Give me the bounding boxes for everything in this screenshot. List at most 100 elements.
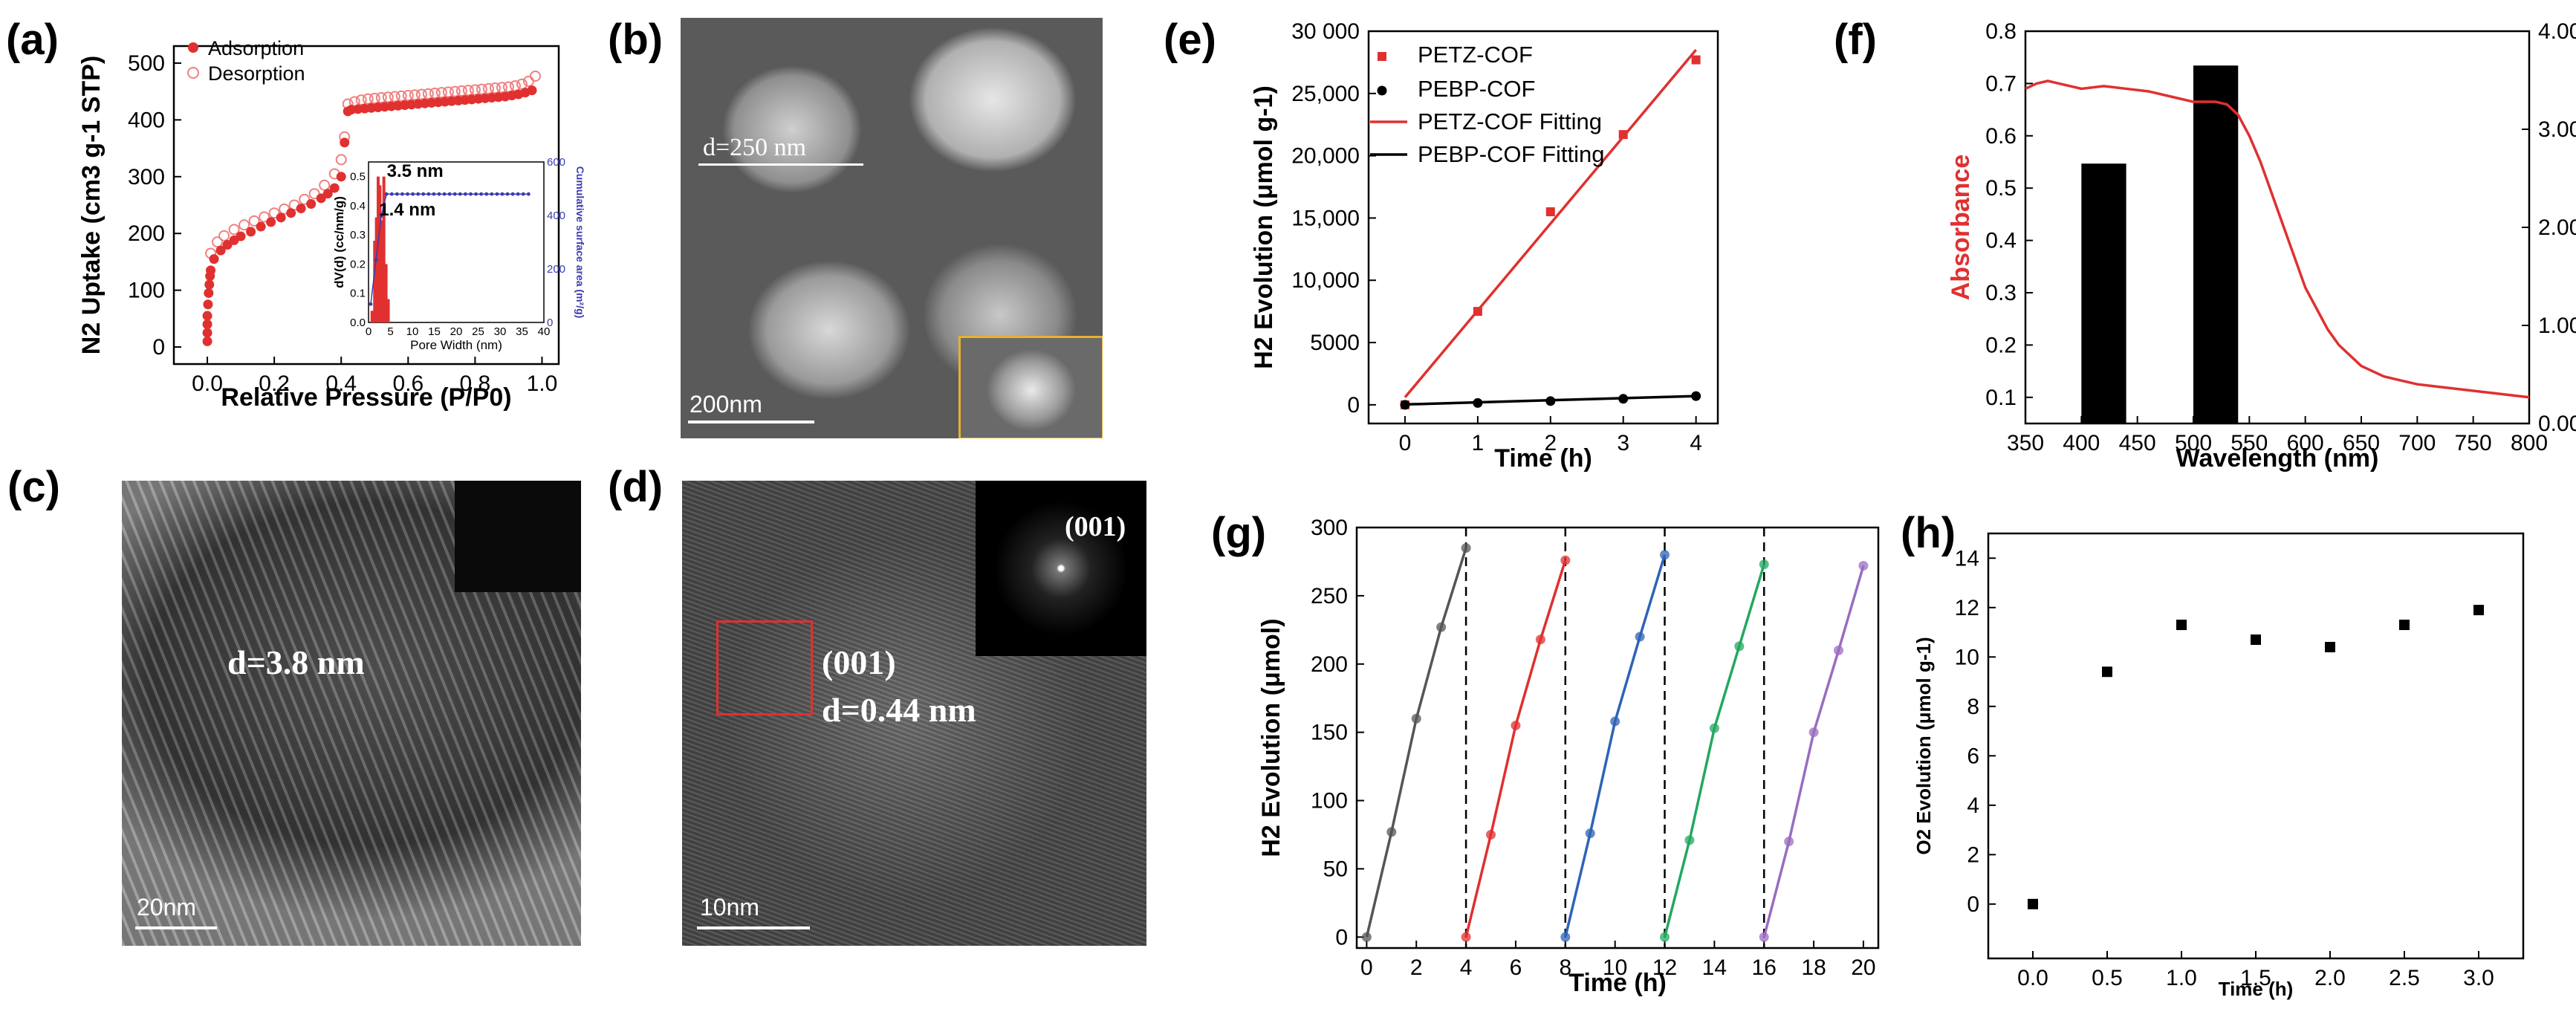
adsorption-point <box>256 221 266 232</box>
y-tick-label-a: 100 <box>128 279 165 303</box>
y-tick-label-e: 30 000 <box>1291 19 1360 44</box>
cycle-point <box>1361 932 1372 942</box>
y-axis-title-e: H2 Evolution (μmol g-1) <box>1250 85 1278 369</box>
x-tick-label-g: 0 <box>1360 955 1373 980</box>
y-tick-label-e: 5000 <box>1310 331 1360 355</box>
pebp-point <box>1691 391 1701 401</box>
y-tick-label-h: 10 <box>1955 645 1979 669</box>
y-axis-title-a: N2 Uptake (cm3 g-1 STP) <box>77 56 106 354</box>
panel-label-e: (e) <box>1164 16 1216 64</box>
desorption-point <box>362 93 374 105</box>
inset-y-tick-label: 0.0 <box>350 317 366 329</box>
y-tick-label-f: 0.1 <box>1985 386 2017 410</box>
x-tick-label-f: 400 <box>2063 431 2100 455</box>
o2-point <box>2102 666 2112 678</box>
y2-tick-label-f: 1.00 <box>2538 314 2576 338</box>
desorption-point <box>268 207 280 219</box>
legend-label-pebp-fit: PEBP-COF Fitting <box>1418 141 1605 167</box>
cycle-line <box>1464 559 1567 938</box>
inset-y-tick-label: 0.5 <box>350 171 366 184</box>
x-tick-label-h: 0.0 <box>2017 966 2048 990</box>
y-axis-title-g: H2 Evolution (μmol) <box>1257 618 1285 857</box>
x-axis-title-e: Time (h) <box>1494 444 1592 473</box>
x-tick-label-g: 14 <box>1702 955 1727 980</box>
y2-tick-label-f: 0.00 <box>2538 412 2576 436</box>
x-tick-label-g: 16 <box>1752 955 1777 980</box>
desorption-point <box>462 85 474 97</box>
inset-x-tick-label: 40 <box>538 325 551 338</box>
adsorption-point <box>202 319 212 329</box>
desorption-point <box>389 91 400 103</box>
y-tick-label-g: 300 <box>1311 516 1348 540</box>
y-tick-label-e: 0 <box>1347 393 1360 418</box>
desorption-point <box>355 94 367 106</box>
cycle-point <box>1585 828 1595 839</box>
inset-y2-tick-label: 0 <box>547 317 553 329</box>
cycle-point <box>1560 932 1571 942</box>
tem-d-plane: (001) <box>822 643 896 681</box>
x-tick-label-a: 0.2 <box>259 371 290 396</box>
y-tick-label-h: 4 <box>1967 793 1979 818</box>
adsorption-point <box>306 198 317 209</box>
adsorption-point <box>204 279 215 290</box>
x-tick-label-h: 3.0 <box>2463 966 2494 990</box>
x-tick-label-f: 350 <box>2007 431 2044 455</box>
cycle-point <box>1684 835 1695 845</box>
x-tick-label-a: 1.0 <box>527 371 558 396</box>
inset-peak-label: 3.5 nm <box>387 161 444 181</box>
tem-d-scale-label: 10nm <box>700 894 760 921</box>
petz-point <box>1691 55 1701 65</box>
petz-point <box>1545 207 1555 217</box>
x-tick-label-e: 3 <box>1617 431 1629 455</box>
adsorption-point <box>527 85 537 96</box>
cycle-point <box>1411 713 1421 724</box>
y2-tick-label-f: 2.00 <box>2538 215 2576 240</box>
y-tick-label-a: 0 <box>152 335 165 360</box>
x-tick-label-e: 2 <box>1544 431 1557 455</box>
desorption-point <box>455 85 467 97</box>
y-tick-label-g: 50 <box>1323 857 1348 881</box>
desorption-point <box>435 87 447 99</box>
y-tick-label-f: 0.7 <box>1985 71 2017 96</box>
pebp-point <box>1618 394 1629 404</box>
y-tick-label-f: 0.2 <box>1985 333 2017 357</box>
y-tick-label-f: 0.5 <box>1985 176 2017 201</box>
cycle-point <box>1759 559 1769 570</box>
pore-distribution-bar <box>373 241 377 322</box>
desorption-point <box>248 215 260 227</box>
cycle-point <box>1784 837 1794 847</box>
desorption-point <box>516 78 528 90</box>
desorption-point <box>212 236 224 248</box>
cycle-point <box>1386 827 1397 837</box>
inset-y-tick-label: 0.4 <box>350 200 366 212</box>
x-axis-title-a: Relative Pressure (P/P0) <box>221 383 511 412</box>
y-tick-label-g: 0 <box>1335 925 1348 950</box>
desorption-point <box>509 80 521 91</box>
sem-inset <box>958 336 1103 438</box>
sem-scale-bar <box>688 421 814 423</box>
y-tick-label-h: 8 <box>1967 695 1979 719</box>
desorption-point <box>529 71 541 82</box>
cycle-point <box>1660 550 1670 560</box>
inset-y2-title: Cumulative surface area (m²/g) <box>574 166 586 319</box>
y2-tick-label-f: 3.00 <box>2538 117 2576 142</box>
o2-point <box>2028 898 2038 909</box>
desorption-point <box>522 75 534 87</box>
cycle-point <box>1834 645 1844 655</box>
cycle-line <box>1663 564 1765 938</box>
y-tick-label-h: 0 <box>1967 892 1979 917</box>
cycle-point <box>1709 723 1719 733</box>
panel-label-c: (c) <box>7 463 60 511</box>
absorbance-curve <box>2025 79 2530 399</box>
inset-x-tick-label: 20 <box>450 325 463 338</box>
desorption-point <box>409 89 421 101</box>
desorption-point <box>239 219 250 231</box>
tem-d-spacing: d=0.44 nm <box>822 691 976 729</box>
pore-distribution-bar <box>378 185 382 322</box>
inset-x-tick-label: 35 <box>516 325 528 338</box>
tem-d-scale-bar <box>697 926 810 929</box>
x-tick-label-f: 500 <box>2175 431 2212 455</box>
o2-point <box>2325 641 2335 652</box>
y-axis-title-f: Absorbance <box>1947 155 1975 301</box>
pore-distribution-bar <box>376 176 380 322</box>
